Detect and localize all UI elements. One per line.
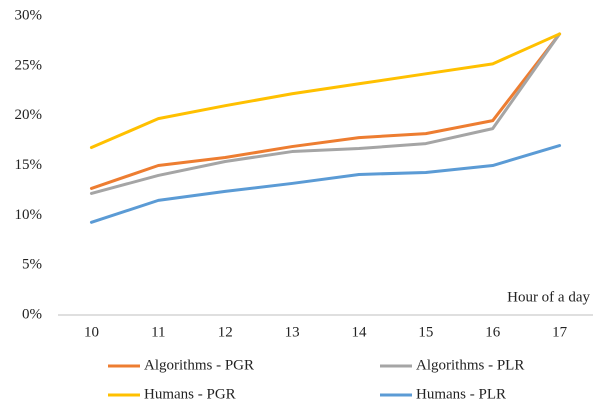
series-line bbox=[89, 32, 562, 150]
x-tick-label: 16 bbox=[485, 324, 501, 340]
y-tick-label: 25% bbox=[15, 57, 43, 73]
x-axis-label: Hour of a day bbox=[507, 289, 590, 305]
x-tick-label: 12 bbox=[218, 324, 233, 340]
y-tick-label: 0% bbox=[22, 306, 42, 322]
y-tick-label: 30% bbox=[15, 7, 43, 23]
legend-label: Humans - PGR bbox=[144, 386, 236, 402]
legend-label: Algorithms - PGR bbox=[144, 357, 254, 373]
series-line bbox=[89, 144, 562, 224]
x-tick-label: 13 bbox=[285, 324, 300, 340]
y-tick-label: 20% bbox=[15, 107, 43, 123]
x-tick-label: 15 bbox=[418, 324, 433, 340]
x-tick-label: 17 bbox=[552, 324, 568, 340]
x-tick-label: 14 bbox=[351, 324, 367, 340]
legend-label: Humans - PLR bbox=[416, 386, 506, 402]
series-line bbox=[89, 32, 562, 195]
x-tick-label: 11 bbox=[151, 324, 165, 340]
series-line bbox=[89, 32, 562, 190]
x-tick-label: 10 bbox=[84, 324, 99, 340]
legend-label: Algorithms - PLR bbox=[416, 357, 524, 373]
y-tick-label: 5% bbox=[22, 257, 42, 273]
y-tick-label: 10% bbox=[15, 207, 43, 223]
y-tick-label: 15% bbox=[15, 157, 43, 173]
